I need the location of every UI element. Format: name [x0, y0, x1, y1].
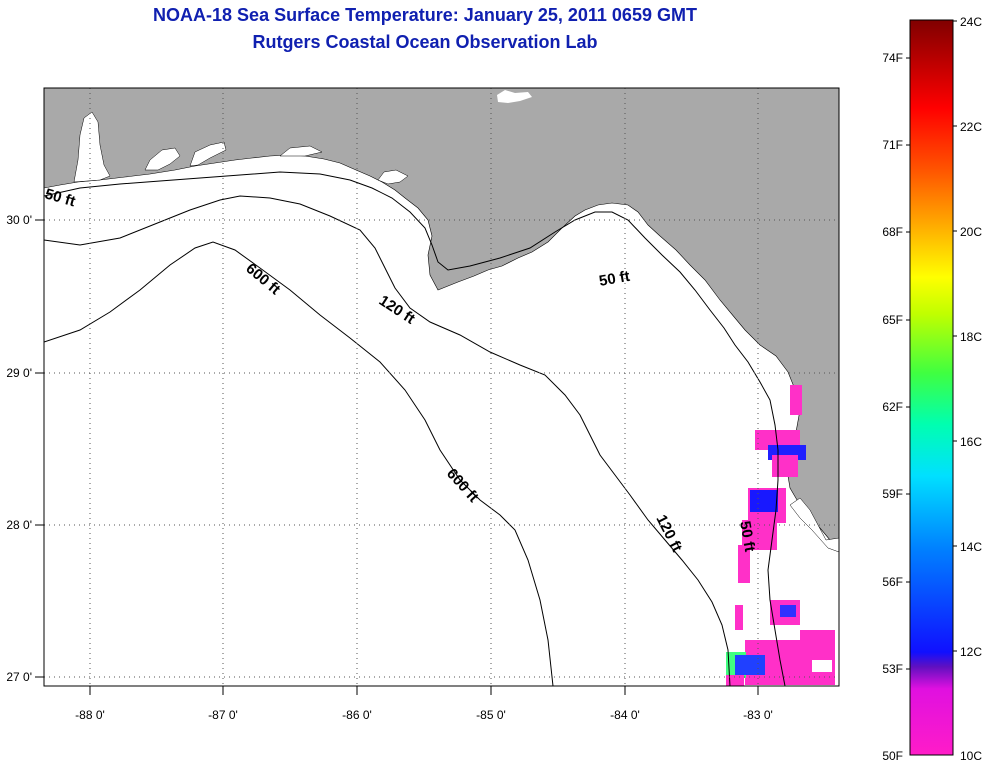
svg-text:24C: 24C	[960, 15, 982, 29]
svg-text:10C: 10C	[960, 749, 982, 763]
svg-text:65F: 65F	[882, 313, 903, 327]
bay-stjoe	[279, 145, 323, 157]
lat-label: 27 0'	[6, 670, 32, 684]
lake	[497, 90, 532, 103]
contour-600ft	[44, 241, 554, 686]
axis-ticks	[35, 219, 759, 695]
lat-label: 30 0'	[6, 213, 32, 227]
colorbar-c-labels: 24C 22C 20C 18C 16C 14C 12C 10C	[960, 15, 982, 763]
contour-120ft	[44, 195, 731, 686]
svg-text:16C: 16C	[960, 435, 982, 449]
colorbar-ticks	[906, 20, 957, 670]
svg-text:50F: 50F	[882, 749, 903, 763]
svg-text:59F: 59F	[882, 487, 903, 501]
bay-choctawhatchee	[189, 141, 227, 167]
contour-50ft	[44, 171, 786, 686]
land-area	[44, 88, 839, 549]
depth-contours	[44, 171, 786, 686]
bay-apalachicola	[377, 169, 409, 185]
lat-label: 29 0'	[6, 366, 32, 380]
svg-text:18C: 18C	[960, 330, 982, 344]
lon-label: -87 0'	[208, 708, 238, 722]
lon-label: -86 0'	[342, 708, 372, 722]
lon-label: -84 0'	[610, 708, 640, 722]
lon-label: -83 0'	[743, 708, 773, 722]
bay-mobile	[73, 111, 111, 183]
colorbar-f-labels: 74F 71F 68F 65F 62F 59F 56F 53F 50F	[882, 51, 903, 763]
map-subtitle: Rutgers Coastal Ocean Observation Lab	[252, 32, 598, 52]
svg-text:71F: 71F	[882, 138, 903, 152]
bay-pensacola	[144, 147, 181, 171]
map-frame	[43, 87, 840, 687]
svg-text:62F: 62F	[882, 400, 903, 414]
contour-label-50ft-east: 50 ft	[598, 268, 631, 290]
svg-text:56F: 56F	[882, 575, 903, 589]
svg-text:20C: 20C	[960, 225, 982, 239]
svg-text:53F: 53F	[882, 662, 903, 676]
svg-text:14C: 14C	[960, 540, 982, 554]
svg-text:22C: 22C	[960, 120, 982, 134]
lon-label: -88 0'	[75, 708, 105, 722]
lon-label: -85 0'	[476, 708, 506, 722]
map-title: NOAA-18 Sea Surface Temperature: January…	[153, 5, 697, 25]
contour-label-50ft-south: 50 ft	[736, 520, 758, 553]
svg-text:12C: 12C	[960, 645, 982, 659]
svg-text:74F: 74F	[882, 51, 903, 65]
lat-label: 28 0'	[6, 518, 32, 532]
svg-text:68F: 68F	[882, 225, 903, 239]
colorbar	[909, 19, 954, 756]
